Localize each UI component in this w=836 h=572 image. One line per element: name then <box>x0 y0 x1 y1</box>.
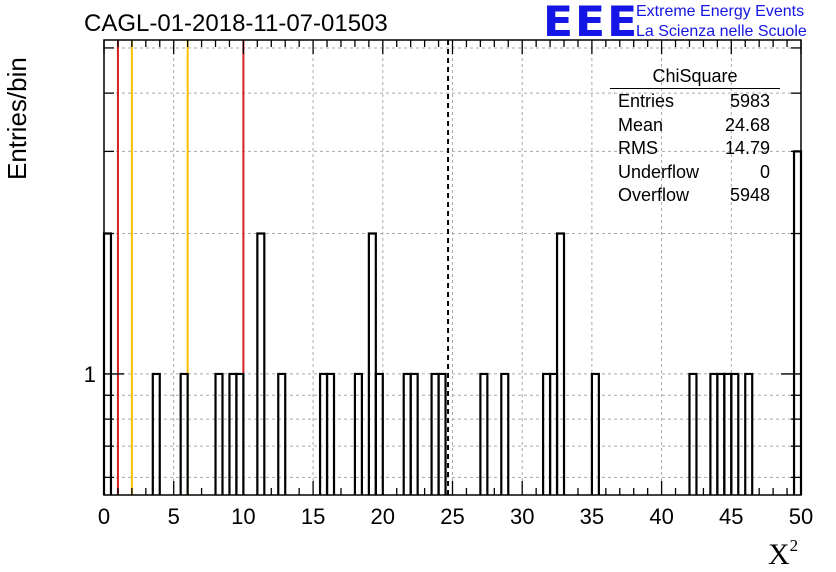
stats-value: 5948 <box>729 185 770 205</box>
x-tick-label: 30 <box>510 504 534 529</box>
histogram-bin <box>409 372 419 495</box>
histogram-bin <box>744 372 754 495</box>
x-axis-label: X2 <box>768 536 799 571</box>
histogram-bin <box>367 232 377 495</box>
x-tick-label: 45 <box>719 504 743 529</box>
histogram-bin <box>277 372 287 495</box>
histogram-series <box>102 150 803 495</box>
y-axis-label: Entries/bin <box>2 57 32 180</box>
histogram-bin <box>179 372 189 495</box>
histogram-bin <box>374 372 384 495</box>
x-tick-label: 20 <box>371 504 395 529</box>
stats-box: ChiSquare Entries 5983 Mean 24.68 RMS 14… <box>610 66 780 208</box>
y-tick-label: 1 <box>84 362 96 387</box>
x-tick-label: 35 <box>580 504 604 529</box>
stats-label: Mean <box>618 114 664 135</box>
histogram-bin <box>151 372 161 495</box>
reference-lines <box>116 40 450 495</box>
logo-line-2: La Scienza nelle Scuole <box>636 23 807 40</box>
stats-title: ChiSquare <box>610 66 780 89</box>
chart-title: CAGL-01-2018-11-07-01503 <box>84 10 388 37</box>
histogram-bin <box>792 150 803 495</box>
histogram-bin <box>437 372 447 495</box>
stats-row-mean: Mean 24.68 <box>610 114 780 138</box>
stats-label: RMS <box>618 138 658 158</box>
histogram-bin <box>214 372 224 495</box>
stats-value: 5983 <box>729 91 770 111</box>
histogram-bin <box>353 372 363 495</box>
stats-label: Underflow <box>618 161 700 182</box>
x-tick-label: 0 <box>98 504 110 529</box>
logo-line-1: Extreme Energy Events <box>636 3 805 20</box>
stats-value: 0 <box>759 161 770 182</box>
stats-label: Entries <box>618 91 675 111</box>
stats-row-overflow: Overflow 5948 <box>610 184 780 208</box>
x-tick-label: 5 <box>168 504 180 529</box>
histogram-bin <box>479 372 489 495</box>
histogram-bin <box>688 372 698 495</box>
histogram-bin <box>102 232 113 495</box>
histogram-bin <box>730 372 740 495</box>
stats-value: 14.79 <box>724 138 770 158</box>
axes: 0 5 10 15 20 25 30 35 40 45 50 1 <box>84 39 813 529</box>
x-tick-label: 50 <box>789 504 813 529</box>
histogram-bin <box>325 372 336 495</box>
x-tick-label: 15 <box>301 504 325 529</box>
histogram-bin <box>555 232 566 495</box>
stats-row-entries: Entries 5983 <box>610 90 780 114</box>
histogram-bin <box>256 232 266 495</box>
stats-row-underflow: Underflow 0 <box>610 161 780 185</box>
stats-label: Overflow <box>618 185 690 205</box>
stats-row-rms: RMS 14.79 <box>610 137 780 161</box>
histogram-bin <box>500 372 510 495</box>
x-tick-label: 40 <box>649 504 673 529</box>
stats-value: 24.68 <box>724 114 770 135</box>
histogram-bin <box>590 372 600 495</box>
histogram-bin <box>235 372 245 495</box>
eee-logo: EEE <box>543 0 640 47</box>
x-tick-label: 25 <box>440 504 464 529</box>
x-tick-label: 10 <box>231 504 255 529</box>
